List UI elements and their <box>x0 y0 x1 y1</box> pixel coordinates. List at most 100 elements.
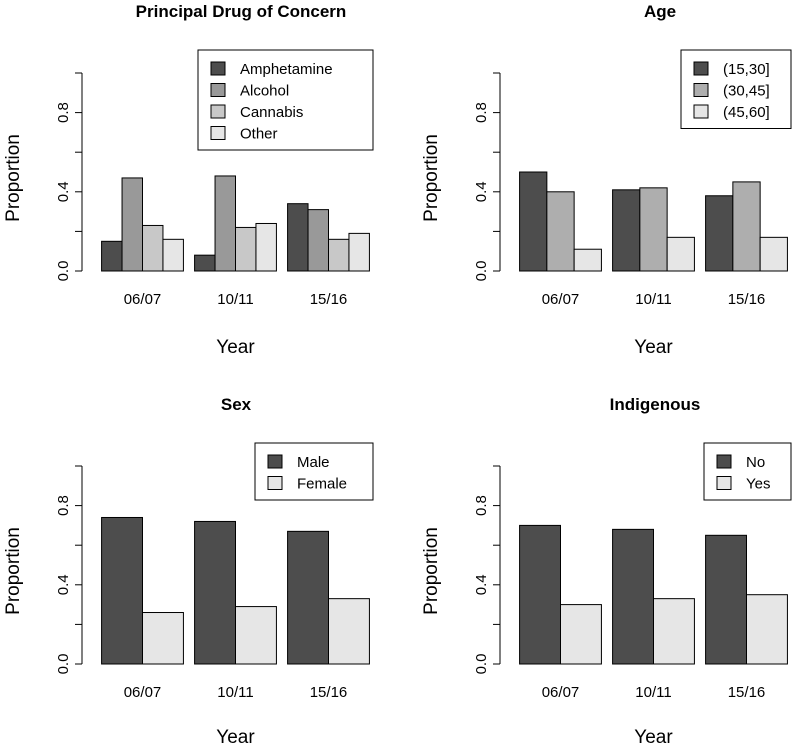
bar-male-10-11 <box>194 520 236 665</box>
bar-other-10-11 <box>255 222 277 272</box>
bar--15-30--15-16 <box>705 195 734 272</box>
y-tick-label: 0.4 <box>473 574 490 595</box>
legend-swatch <box>716 454 732 469</box>
x-tick-label: 15/16 <box>310 291 348 308</box>
x-tick-label: 06/07 <box>124 291 162 308</box>
y-tick-label: 0.8 <box>55 495 72 516</box>
legend-frame <box>703 442 792 501</box>
legend: (15,30] (30,45] (45,60] <box>680 49 792 129</box>
legend-swatch <box>210 104 226 119</box>
legend: Amphetamine Alcohol Cannabis Other <box>197 49 374 151</box>
legend-label: Alcohol <box>240 83 289 100</box>
y-tick-label: 0.8 <box>55 102 72 123</box>
chart-panel-2: Age 0.0 0.4 0.8 Proportion 06/07 10/11 15/16 Yea… <box>421 2 792 358</box>
legend-swatch <box>210 83 226 97</box>
legend-swatch <box>210 126 226 140</box>
bar-yes-15-16 <box>746 594 788 665</box>
x-tick-label: 15/16 <box>728 291 766 308</box>
bar-male-06-07 <box>101 516 143 665</box>
chart-panel-4: Indigenous 0.0 0.4 0.8 Proportion 06/07 10/11 1… <box>421 395 792 748</box>
legend-label: (45,60] <box>723 104 770 121</box>
legend: Male Female <box>254 442 374 501</box>
legend-label: (15,30] <box>723 61 770 78</box>
legend-swatch <box>267 476 283 490</box>
chart-panel-1: Principal Drug of Concern 0.0 0.4 0.8 Propor… <box>3 2 374 358</box>
bar-other-15-16 <box>348 232 370 272</box>
bar-female-15-16 <box>328 598 370 665</box>
legend-frame <box>197 49 374 151</box>
bar-alcohol-10-11 <box>214 175 236 272</box>
y-axis-label: Proportion <box>421 527 442 615</box>
x-tick-label: 10/11 <box>635 291 671 308</box>
bar-amphetamine-15-16 <box>287 203 309 272</box>
legend-label: Male <box>297 454 330 471</box>
bar-no-10-11 <box>612 528 655 665</box>
legend-swatch <box>693 61 709 76</box>
bar-amphetamine-06-07 <box>101 240 123 272</box>
x-axis-label: Year <box>216 727 255 748</box>
legend-swatch <box>693 83 709 97</box>
x-tick-label: 15/16 <box>310 684 348 701</box>
bar--30-45--06-07 <box>546 191 575 272</box>
y-axis-label: Proportion <box>421 134 442 222</box>
chart-panel-3: Sex 0.0 0.4 0.8 Proportion 06/07 10/11 15/16 Yea… <box>3 395 374 748</box>
legend-swatch <box>210 61 226 76</box>
y-axis-label: Proportion <box>3 527 24 615</box>
bar-yes-06-07 <box>560 604 602 665</box>
x-tick-label: 06/07 <box>542 291 580 308</box>
y-tick-label: 0.4 <box>55 181 72 202</box>
x-axis-label: Year <box>634 727 673 748</box>
legend-label: Yes <box>746 476 770 493</box>
y-tick-label: 0.8 <box>473 102 490 123</box>
y-tick-label: 0.0 <box>55 261 72 282</box>
legend-swatch <box>693 104 709 119</box>
x-axis-label: Year <box>634 337 673 358</box>
y-tick-label: 0.8 <box>473 495 490 516</box>
legend-label: Other <box>240 126 278 143</box>
x-tick-label: 10/11 <box>217 291 253 308</box>
bar-alcohol-15-16 <box>307 209 330 272</box>
bar--30-45--10-11 <box>639 187 668 272</box>
legend-label: Amphetamine <box>240 61 333 78</box>
y-axis-label: Proportion <box>3 134 24 222</box>
x-tick-label: 10/11 <box>635 684 671 701</box>
bar-other-06-07 <box>162 238 184 272</box>
legend-label: Female <box>297 476 347 493</box>
chart-title: Principal Drug of Concern <box>136 2 347 21</box>
bar-alcohol-06-07 <box>121 177 143 272</box>
x-tick-label: 15/16 <box>728 684 766 701</box>
legend-frame <box>254 442 374 501</box>
bar-cannabis-15-16 <box>328 238 350 272</box>
bar--45-60--10-11 <box>666 236 695 272</box>
y-tick-label: 0.4 <box>473 181 490 202</box>
bar--30-45--15-16 <box>732 181 761 272</box>
bar-cannabis-06-07 <box>142 224 164 272</box>
legend-label: Cannabis <box>240 104 303 121</box>
bar--45-60--06-07 <box>573 248 602 272</box>
bar--15-30--06-07 <box>519 171 548 272</box>
bar-cannabis-10-11 <box>235 226 257 272</box>
x-tick-label: 10/11 <box>217 684 253 701</box>
x-axis-label: Year <box>216 337 255 358</box>
bar-yes-10-11 <box>653 598 695 665</box>
bar-male-15-16 <box>287 530 329 665</box>
legend: No Yes <box>703 442 792 501</box>
y-tick-label: 0.4 <box>55 574 72 595</box>
x-tick-label: 06/07 <box>124 684 162 701</box>
legend-label: No <box>746 454 765 471</box>
bar-female-10-11 <box>235 606 277 665</box>
y-tick-label: 0.0 <box>55 654 72 675</box>
chart-title: Sex <box>221 395 252 414</box>
legend-label: (30,45] <box>723 83 770 100</box>
chart-title: Indigenous <box>610 395 701 414</box>
y-tick-label: 0.0 <box>473 654 490 675</box>
bar-amphetamine-10-11 <box>194 254 216 272</box>
chart-title: Age <box>644 2 676 21</box>
bar-no-06-07 <box>519 524 562 665</box>
legend-swatch <box>716 476 732 490</box>
x-tick-label: 06/07 <box>542 684 580 701</box>
bar-female-06-07 <box>142 612 184 665</box>
y-tick-label: 0.0 <box>473 261 490 282</box>
legend-swatch <box>267 454 283 469</box>
